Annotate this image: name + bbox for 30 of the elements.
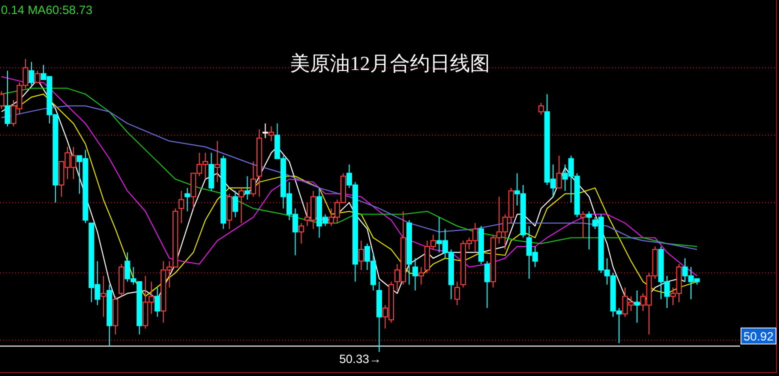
annotation: 50.33→ [339,352,382,366]
candlestick [538,102,544,116]
candlestick [412,258,418,291]
candlestick [232,190,238,218]
candlestick [208,152,214,192]
candlestick [100,275,106,318]
candlestick [0,90,4,110]
candlestick [556,155,562,188]
candlestick [34,70,40,83]
candlestick [634,290,640,324]
candlestick [178,190,184,224]
candlestick [298,222,304,244]
candlestick [226,193,232,230]
candlestick [418,266,424,286]
candlestick [184,187,190,212]
candlestick [250,161,256,198]
candlestick [238,187,244,224]
candlestick [4,70,10,127]
candlestick [454,281,460,306]
candlestick [214,140,220,183]
candlestick [154,287,160,318]
candlestick [358,240,364,270]
candlestick [580,210,586,238]
text: 0.14 MA60:58.73 [1,3,93,17]
candlestick [244,176,250,200]
candlestick [586,210,592,250]
chart-title: 美原油12月合约日线图 [290,52,490,75]
candlestick [484,260,490,309]
text: 50.92 [743,330,774,344]
candlestick [28,61,34,86]
